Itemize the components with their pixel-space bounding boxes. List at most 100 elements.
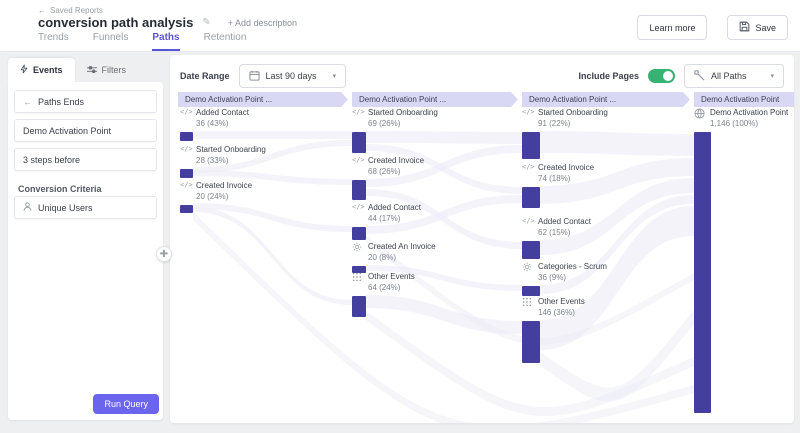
edit-title-icon[interactable]: ✎ — [202, 17, 211, 28]
conversion-criteria-heading: Conversion Criteria — [18, 184, 102, 194]
node-bar[interactable] — [522, 132, 540, 159]
flow-ribbon[interactable] — [193, 212, 694, 423]
node-bar[interactable] — [352, 296, 366, 317]
node-bar[interactable] — [352, 266, 366, 273]
path-node[interactable]: </> Created Invoice 74 (18%) — [522, 163, 594, 208]
learn-more-label: Learn more — [649, 22, 696, 33]
node-bar[interactable] — [352, 180, 366, 200]
chevron-down-icon: ▾ — [332, 73, 337, 80]
flow-ribbon[interactable] — [366, 235, 694, 345]
step-header-3[interactable]: Demo Activation Point ... — [522, 92, 690, 107]
sankey-column-2: </> Started Onboarding 69 (26%) </> Created … — [352, 55, 518, 423]
node-count: 64 (24%) — [368, 283, 401, 292]
node-bar[interactable] — [522, 321, 540, 363]
node-label: Demo Activation Point — [710, 108, 789, 117]
node-bar[interactable] — [352, 132, 366, 153]
flow-ribbon[interactable] — [540, 158, 694, 204]
node-label: Created Invoice — [196, 181, 253, 190]
flow-ribbon[interactable] — [193, 170, 352, 185]
learn-more-button[interactable]: Learn more — [637, 15, 708, 40]
path-node[interactable]: </> Created Invoice 68 (26%) — [352, 156, 424, 200]
node-label: Started Onboarding — [368, 108, 438, 117]
panel-resize-handle[interactable]: ✚ — [156, 246, 172, 262]
sankey-column-4: Demo Activation Point 1,146 (100%) — [694, 55, 794, 423]
date-range-dropdown[interactable]: Last 90 days ▾ — [238, 64, 347, 88]
steps-selector[interactable]: 3 steps before — [14, 148, 157, 171]
node-count: 68 (26%) — [368, 167, 401, 176]
flow-ribbon[interactable] — [540, 310, 694, 402]
back-to-saved-reports[interactable]: ← Saved Reports — [38, 6, 103, 15]
path-node[interactable]: Other Events 146 (36%) — [522, 297, 585, 363]
save-label: Save — [755, 22, 776, 33]
flow-ribbon[interactable] — [366, 145, 522, 187]
event-selector-label: Demo Activation Point — [23, 125, 112, 136]
report-tabs: Trends Funnels Paths Retention — [38, 32, 246, 51]
flow-ribbon[interactable] — [540, 206, 694, 350]
grid-icon — [522, 297, 534, 307]
node-count: 91 (22%) — [538, 119, 571, 128]
node-bar[interactable] — [180, 205, 193, 213]
node-bar[interactable] — [522, 286, 540, 296]
tab-trends[interactable]: Trends — [38, 32, 69, 43]
flow-ribbon[interactable] — [193, 140, 352, 173]
node-label: Added Contact — [368, 203, 421, 212]
left-arrow-icon: ← — [23, 96, 32, 107]
flow-ribbon[interactable] — [540, 131, 694, 156]
path-node[interactable]: Created An Invoice 20 (8%) — [352, 242, 436, 273]
node-count: 36 (9%) — [538, 273, 567, 282]
paths-end-label: Paths Ends — [38, 96, 85, 107]
add-description-button[interactable]: + Add description — [227, 17, 298, 28]
tab-paths[interactable]: Paths — [152, 32, 180, 51]
paths-end-selector[interactable]: ← Paths Ends — [14, 90, 157, 113]
grid-icon — [352, 272, 364, 282]
flow-ribbon[interactable] — [366, 189, 522, 249]
flow-ribbon[interactable] — [540, 178, 694, 255]
node-bar[interactable] — [180, 132, 193, 141]
sidebar-tab-filters[interactable]: Filters — [75, 58, 139, 82]
flow-ribbon[interactable] — [366, 131, 522, 144]
node-bar[interactable] — [522, 241, 540, 259]
path-node[interactable]: Other Events 64 (24%) — [352, 272, 415, 317]
tab-retention[interactable]: Retention — [203, 32, 247, 43]
step-header-2[interactable]: Demo Activation Point ... — [352, 92, 518, 107]
path-icon — [694, 69, 705, 83]
run-query-button[interactable]: Run Query — [93, 394, 159, 414]
path-node[interactable]: </> Added Contact 62 (15%) — [522, 217, 591, 259]
node-bar[interactable] — [180, 169, 193, 178]
date-range-value: Last 90 days — [265, 71, 317, 81]
sidebar-body: ← Paths Ends Demo Activation Point 3 ste… — [8, 82, 163, 420]
query-sidebar: Events Filters ← Paths Ends Demo Activat… — [8, 58, 163, 420]
path-node[interactable]: </> Added Contact 36 (43%) — [180, 108, 249, 141]
flow-ribbon[interactable] — [366, 195, 522, 234]
chevron-down-icon: ▾ — [770, 73, 774, 80]
flow-ribbon[interactable] — [193, 131, 352, 139]
node-bar[interactable] — [694, 132, 711, 413]
code-event-icon: </> — [522, 108, 535, 116]
node-count: 74 (18%) — [538, 174, 571, 183]
paths-filter-dropdown[interactable]: All Paths ▾ — [684, 64, 784, 88]
node-bar[interactable] — [352, 227, 366, 240]
step-header-1[interactable]: Demo Activation Point ... — [178, 92, 348, 107]
node-count: 146 (36%) — [538, 308, 575, 317]
path-node[interactable]: </> Added Contact 44 (17%) — [352, 203, 421, 240]
flow-ribbon[interactable] — [193, 203, 352, 232]
sidebar-tab-events[interactable]: Events — [8, 58, 75, 82]
path-node[interactable]: </> Started Onboarding 91 (22%) — [522, 108, 608, 159]
event-selector[interactable]: Demo Activation Point — [14, 119, 157, 142]
path-node[interactable]: Categories - Scrum 36 (9%) — [522, 262, 607, 296]
save-button[interactable]: Save — [727, 15, 788, 40]
step-header-4[interactable]: Demo Activation Point — [694, 92, 794, 107]
include-pages-toggle[interactable] — [648, 69, 675, 83]
path-node[interactable]: Demo Activation Point 1,146 (100%) — [694, 108, 788, 413]
node-bar[interactable] — [522, 187, 540, 208]
node-label: Started Onboarding — [196, 145, 266, 154]
path-node[interactable]: </> Started Onboarding 28 (33%) — [180, 145, 266, 178]
path-node[interactable]: </> Created Invoice 20 (24%) — [180, 181, 252, 213]
criteria-selector[interactable]: Unique Users — [14, 196, 157, 219]
flow-ribbon[interactable] — [366, 311, 694, 417]
tab-funnels[interactable]: Funnels — [92, 32, 129, 43]
flow-ribbon[interactable] — [193, 207, 352, 305]
flow-ribbon[interactable] — [540, 195, 694, 294]
path-node[interactable]: </> Started Onboarding 69 (26%) — [352, 108, 438, 153]
node-count: 20 (8%) — [368, 253, 397, 262]
